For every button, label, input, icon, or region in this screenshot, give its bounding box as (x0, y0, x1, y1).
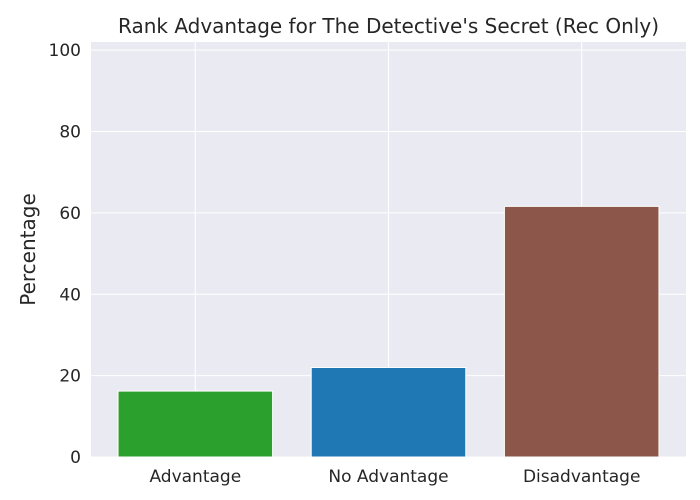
bar-no-advantage (310, 366, 467, 458)
bar-disadvantage (503, 205, 660, 458)
y-tick-label: 20 (59, 367, 81, 387)
x-tick-label: Advantage (149, 467, 241, 487)
y-tick-label: 0 (70, 448, 81, 468)
y-axis-label: Percentage (16, 193, 40, 306)
y-tick-label: 100 (49, 41, 81, 61)
y-axis-ticks: 0 20 40 60 80 100 (49, 41, 81, 468)
y-tick-label: 80 (59, 123, 81, 143)
x-axis-ticks: Advantage No Advantage Disadvantage (149, 467, 640, 487)
bars (117, 205, 660, 458)
bar-advantage (117, 390, 274, 458)
chart-title: Rank Advantage for The Detective's Secre… (118, 14, 659, 38)
x-tick-label: Disadvantage (523, 467, 640, 487)
y-tick-label: 60 (59, 204, 81, 224)
y-tick-label: 40 (59, 285, 81, 305)
x-tick-label: No Advantage (328, 467, 448, 487)
